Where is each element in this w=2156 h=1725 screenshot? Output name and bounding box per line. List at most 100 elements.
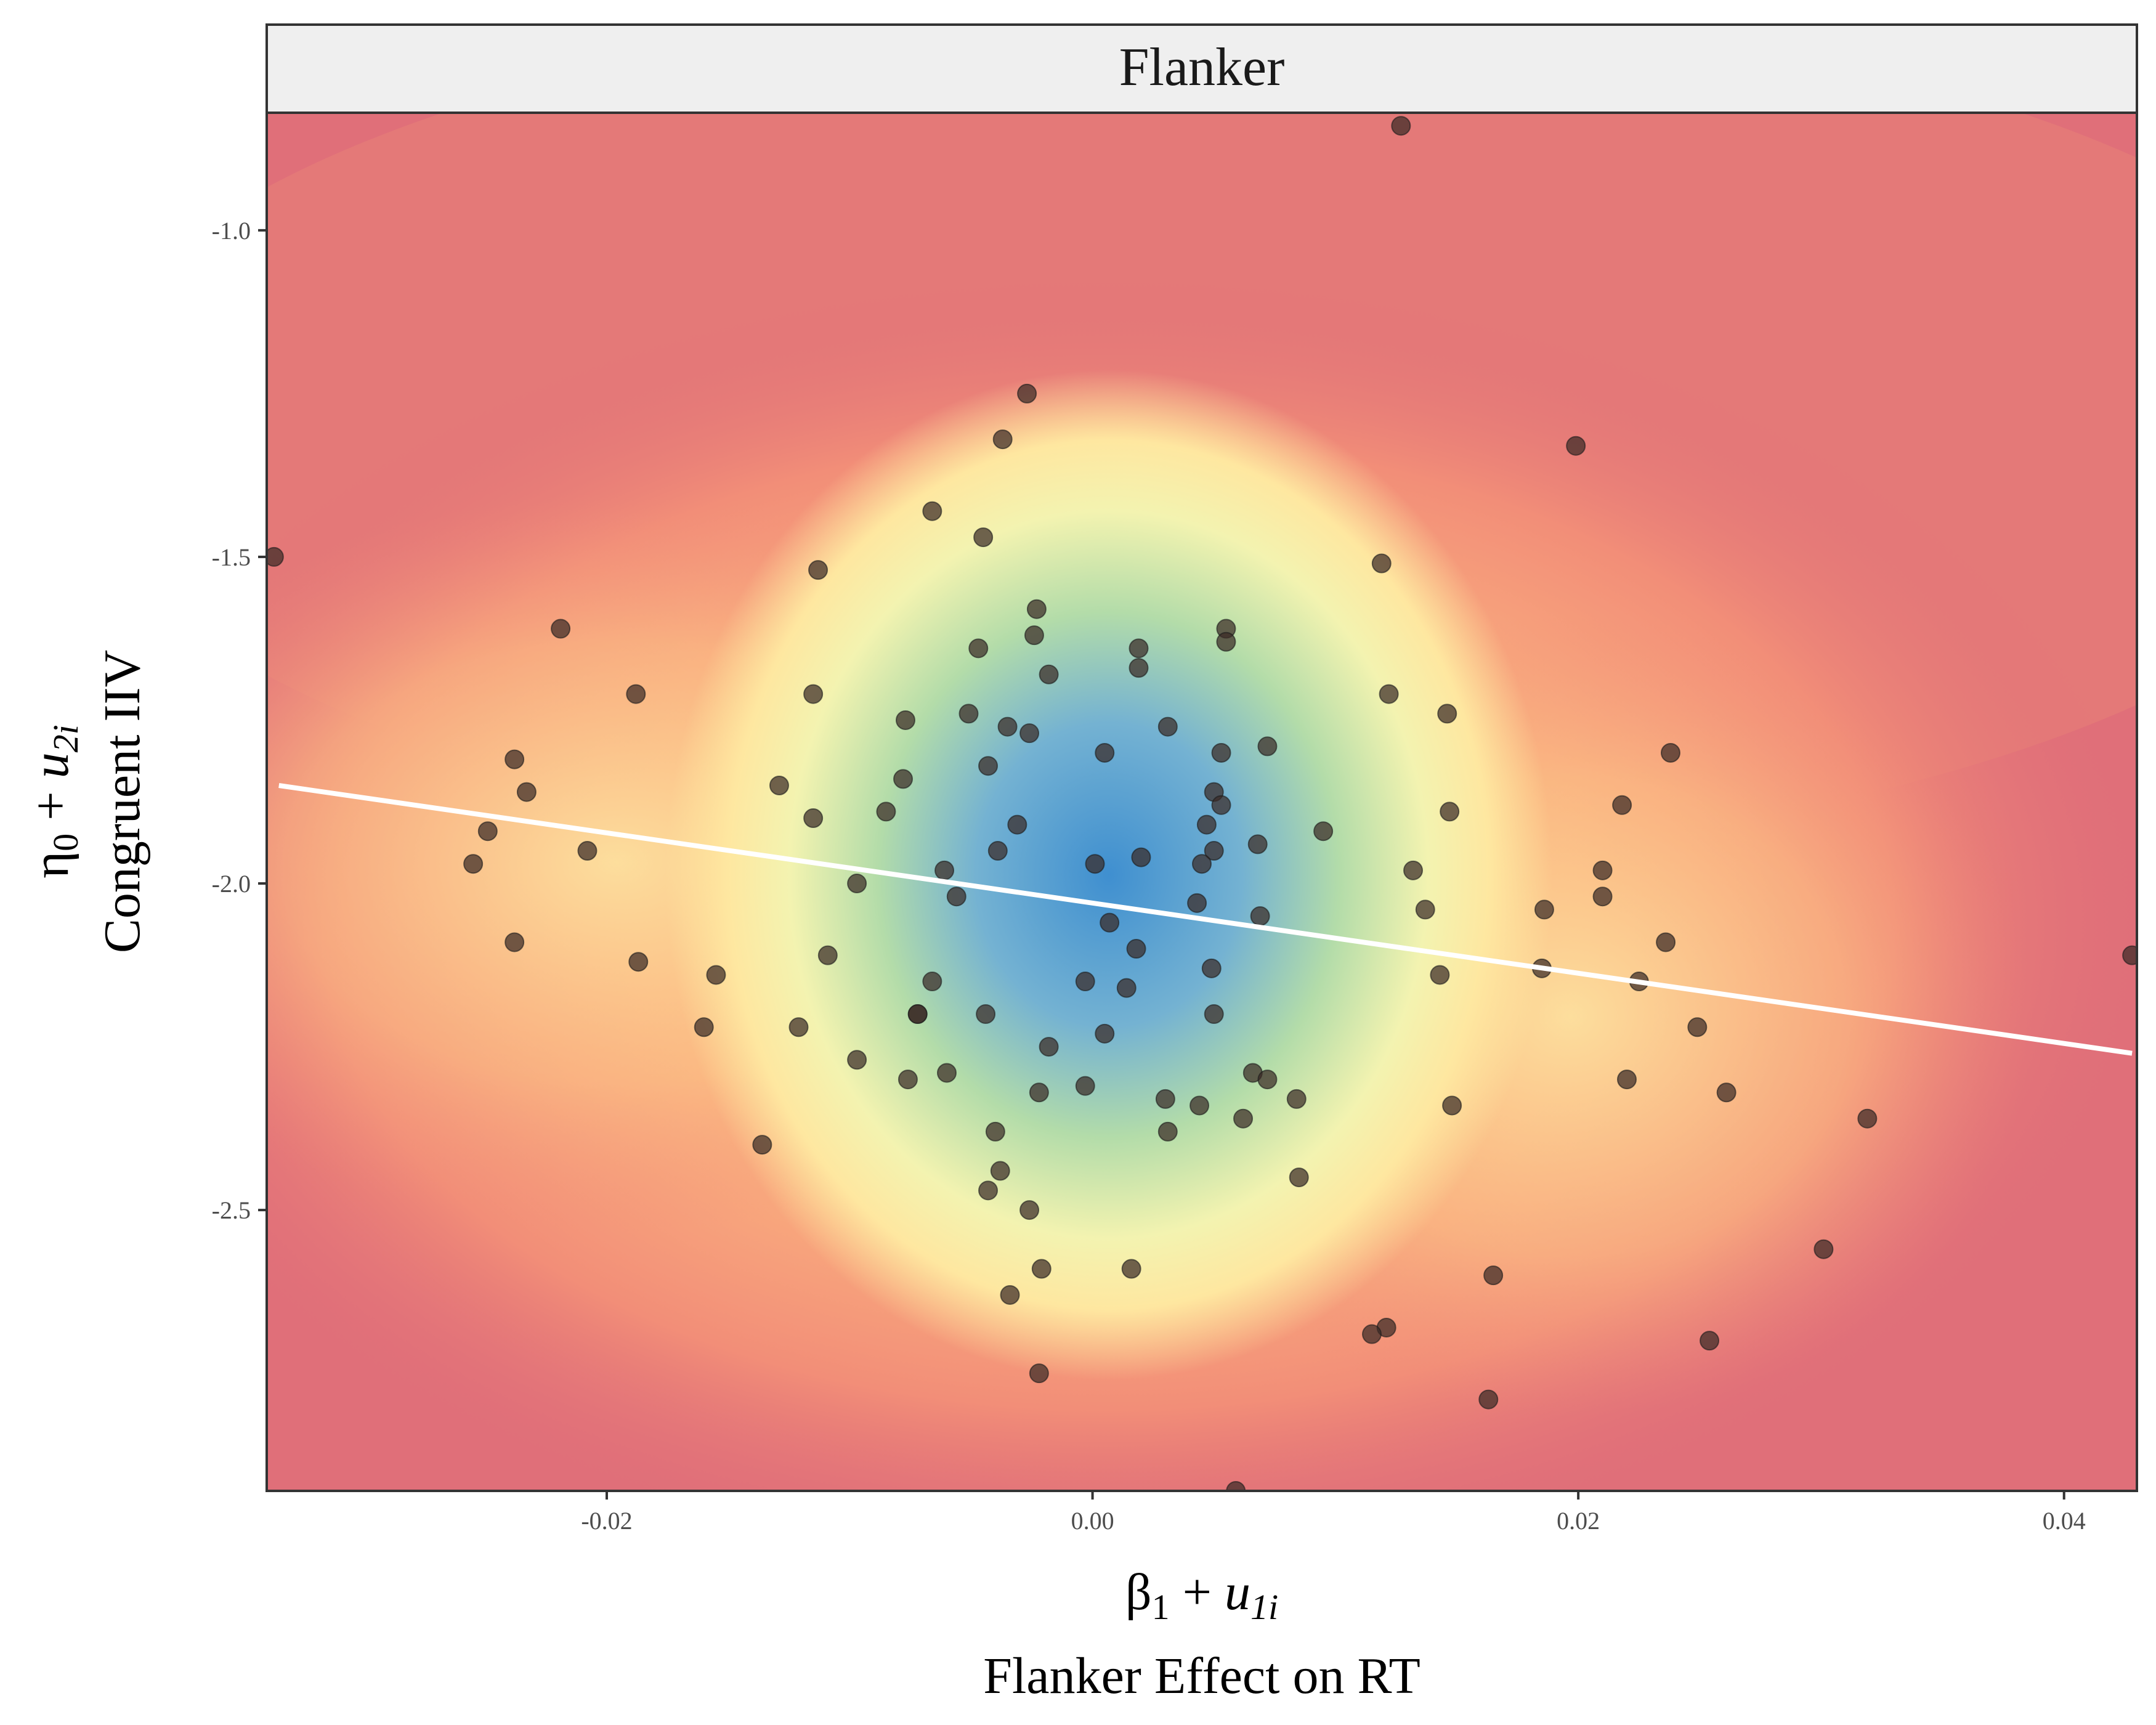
data-point-53 [1192,854,1212,874]
data-point-70 [2122,945,2137,965]
data-point-99 [1286,1089,1307,1109]
data-point-82 [976,1004,996,1025]
y-axis-math-label: η0 + u2i [22,724,86,878]
data-point-112 [1031,1259,1052,1279]
data-point-110 [1019,1200,1040,1220]
data-point-67 [1656,932,1676,952]
data-point-8 [1371,553,1392,574]
data-point-12 [551,619,571,639]
y-tick-label: -2.5 [212,1196,251,1224]
data-point-118 [1700,1331,1720,1351]
data-point-65 [1250,906,1270,927]
data-point-44 [1196,814,1217,835]
data-point-5 [922,501,942,521]
data-point-17 [1129,658,1149,678]
data-point-59 [946,887,967,907]
data-point-120 [1478,1389,1499,1410]
y-u-subscript: 2i [46,724,86,752]
data-point-69 [817,945,838,965]
data-point-46 [477,821,498,842]
regression-line [278,783,2133,1056]
data-point-33 [978,756,999,776]
data-point-9 [808,560,829,580]
data-point-50 [987,841,1008,861]
data-point-103 [1857,1108,1878,1129]
data-point-14 [1216,631,1236,652]
panel-border [265,112,2138,1492]
x-tick-label: -0.02 [581,1507,632,1535]
x-axis-title: β1 + u1i Flanker Effect on RT [983,1564,1420,1705]
data-point-111 [1814,1239,1834,1259]
data-point-75 [1430,965,1450,985]
y-tick-label: -1.5 [212,543,251,571]
data-point-63 [1534,899,1554,920]
x-axis-text-label: Flanker Effect on RT [983,1647,1420,1705]
data-point-55 [934,860,955,880]
data-point-18 [1039,664,1059,684]
density-core [665,370,1552,1380]
plot-panel [265,112,2138,1492]
x-tick-label: 0.04 [2043,1507,2086,1535]
data-point-41 [1440,802,1460,822]
x-tick-label: 0.02 [1557,1507,1600,1535]
data-point-51 [1131,847,1151,867]
data-point-109 [978,1180,999,1201]
data-point-115 [1000,1285,1020,1305]
data-point-121 [1226,1481,1246,1491]
y-tick-label: -2.0 [212,870,251,898]
data-point-88 [1039,1037,1059,1057]
data-point-52 [1085,854,1105,874]
y-axis-text-label: Congruent IIV [94,650,151,953]
data-point-42 [803,808,824,829]
data-point-48 [577,841,598,861]
data-point-34 [893,769,914,789]
data-point-74 [706,965,726,985]
data-point-56 [1403,860,1424,880]
data-point-43 [1007,814,1027,835]
data-point-16 [1129,638,1149,659]
data-point-20 [803,684,824,704]
data-point-64 [1100,912,1120,933]
data-point-96 [1029,1082,1049,1103]
data-point-119 [1029,1363,1049,1384]
data-point-61 [1187,893,1207,913]
data-point-15 [968,638,989,659]
data-point-113 [1121,1259,1141,1279]
data-point-24 [958,704,979,724]
y-plus-sign: + [22,778,79,833]
data-point-62 [1415,899,1435,920]
y-eta-subscript: 0 [46,834,86,851]
facet-strip: Flanker [265,23,2138,114]
data-point-25 [997,716,1018,737]
x-axis: -0.02 0.00 0.02 0.04 [581,1491,2086,1535]
data-point-35 [769,775,789,795]
data-point-39 [1612,795,1632,815]
data-point-77 [1075,972,1095,992]
data-point-54 [463,854,484,874]
data-point-76 [922,972,942,992]
x-tick-label: 0.00 [1071,1507,1114,1535]
data-point-89 [847,1050,867,1070]
data-point-22 [1437,704,1457,724]
data-point-85 [788,1017,809,1037]
data-point-28 [1257,736,1278,757]
data-point-27 [1157,716,1178,737]
data-point-19 [626,684,646,704]
data-point-68 [1126,939,1146,959]
x-beta-symbol: β [1125,1564,1152,1621]
y-u-symbol: u [22,752,79,778]
facet-strip-background [265,23,2138,114]
data-point-10 [1026,599,1047,619]
data-point-97 [1155,1089,1175,1109]
y-eta-symbol: η [22,851,79,879]
data-point-101 [1442,1095,1462,1116]
data-point-86 [1687,1017,1708,1037]
data-point-60 [1592,887,1613,907]
data-point-66 [505,932,525,952]
data-point-71 [628,952,649,972]
y-axis: -1.0 -1.5 -2.0 -2.5 [212,217,267,1224]
data-point-98 [1189,1095,1210,1116]
data-point-78 [1116,978,1137,998]
data-point-73 [1201,958,1222,978]
data-point-30 [1211,742,1231,763]
